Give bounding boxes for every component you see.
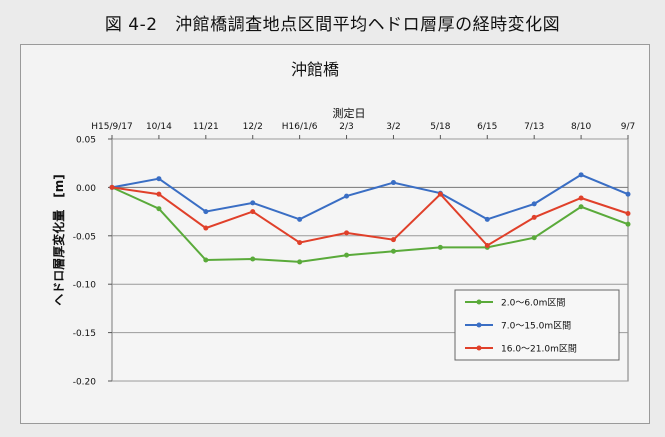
x-tick-label: 2/3 xyxy=(339,122,353,132)
data-point xyxy=(344,252,350,258)
data-point xyxy=(203,209,209,215)
data-point xyxy=(297,216,303,222)
y-tick-label: 0.05 xyxy=(76,136,96,146)
x-tick-label: 6/15 xyxy=(477,122,497,132)
data-point xyxy=(390,237,396,243)
data-point xyxy=(625,211,631,217)
x-tick-label: H15/9/17 xyxy=(91,122,132,132)
data-point xyxy=(625,221,631,227)
y-tick-label: -0.05 xyxy=(73,232,96,242)
data-point xyxy=(531,201,537,207)
data-point xyxy=(250,209,256,215)
data-point xyxy=(297,240,303,246)
x-tick-label: 10/14 xyxy=(146,122,172,132)
x-axis-title: 測定日 xyxy=(333,106,366,120)
x-tick-label: 12/2 xyxy=(243,122,263,132)
y-tick-label: -0.20 xyxy=(73,378,97,388)
data-point xyxy=(578,172,584,178)
data-point xyxy=(390,180,396,186)
figure-title: 図 4-2 沖館橋調査地点区間平均ヘドロ層厚の経時変化図 xyxy=(104,15,561,35)
data-point xyxy=(531,214,537,220)
chart-frame: 沖館橋 測定日 ヘドロ層厚変化量 [m] 0.05 0.00 -0.05 -0.10 -… xyxy=(20,44,650,424)
data-point xyxy=(578,195,584,201)
series-line-2 xyxy=(111,173,629,221)
y-axis-title: ヘドロ層厚変化量 [m] xyxy=(51,174,66,305)
data-point xyxy=(297,259,303,265)
legend-label: 2.0～6.0m区間 xyxy=(501,298,565,309)
data-point xyxy=(203,225,209,231)
x-tick-label: 3/2 xyxy=(386,122,400,132)
data-point xyxy=(344,230,350,236)
y-tick-label: -0.15 xyxy=(73,329,96,339)
data-point xyxy=(109,184,115,190)
line-chart: 沖館橋 測定日 ヘドロ層厚変化量 [m] 0.05 0.00 -0.05 -0.10 -… xyxy=(51,60,635,388)
x-tick-label: H16/1/6 xyxy=(282,122,318,132)
data-point xyxy=(531,235,537,241)
data-point xyxy=(203,257,209,263)
data-point xyxy=(250,256,256,262)
x-tick-label: 5/18 xyxy=(430,122,450,132)
data-point xyxy=(578,204,584,210)
series-line-1 xyxy=(111,186,629,263)
series-line-3 xyxy=(111,186,629,247)
x-tick-label: 8/10 xyxy=(571,122,591,132)
x-tick-label: 11/21 xyxy=(193,122,219,132)
data-point xyxy=(156,191,162,197)
legend-label: 16.0～21.0m区間 xyxy=(501,344,577,355)
legend-marker xyxy=(476,299,482,305)
y-tick-label: 0.00 xyxy=(76,184,96,194)
data-point xyxy=(156,206,162,212)
data-point xyxy=(625,191,631,197)
data-point xyxy=(250,200,256,206)
data-point xyxy=(437,191,443,197)
data-point xyxy=(484,242,490,248)
x-tick-label: 7/13 xyxy=(524,122,544,132)
data-point xyxy=(484,216,490,222)
legend-marker xyxy=(476,322,482,328)
chart-title: 沖館橋 xyxy=(291,60,339,79)
legend-marker xyxy=(476,345,482,351)
data-point xyxy=(437,244,443,250)
data-point xyxy=(156,176,162,182)
y-tick-label: -0.10 xyxy=(73,281,97,291)
x-tick-label: 9/7 xyxy=(621,122,635,132)
legend-label: 7.0～15.0m区間 xyxy=(501,321,571,332)
data-point xyxy=(390,248,396,254)
data-point xyxy=(344,193,350,199)
